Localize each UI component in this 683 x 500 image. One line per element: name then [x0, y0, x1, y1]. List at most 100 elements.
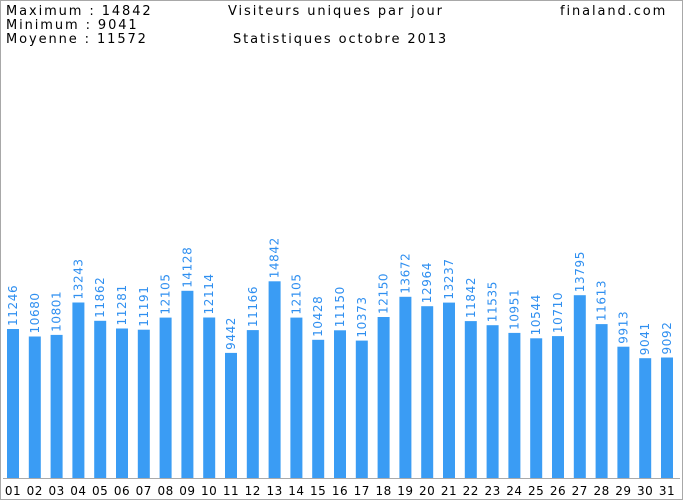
bar-27: [573, 295, 586, 478]
bar-value-label: 9092: [660, 322, 674, 355]
x-tick-label: 13: [266, 484, 282, 498]
x-tick-label: 21: [441, 484, 457, 498]
stat-average: Moyenne : 11572: [6, 32, 148, 47]
bar-03: [50, 334, 63, 478]
x-tick-label: 14: [288, 484, 304, 498]
bar-value-label: 13795: [573, 251, 587, 292]
bar-09: [181, 290, 194, 478]
bar-value-label: 11862: [93, 277, 107, 318]
x-tick-label: 02: [27, 484, 43, 498]
x-tick-label: 05: [92, 484, 108, 498]
bar-15: [312, 339, 325, 478]
bar-value-label: 11281: [115, 284, 129, 325]
bar-19: [399, 296, 412, 478]
x-tick-label: 11: [223, 484, 239, 498]
x-tick-label: 30: [637, 484, 653, 498]
bar-26: [552, 336, 564, 478]
bar-17: [355, 340, 368, 478]
x-tick-label: 12: [245, 484, 261, 498]
bar-value-label: 14842: [268, 237, 282, 278]
bar-value-label: 10544: [529, 294, 543, 335]
bar-value-label: 11246: [6, 285, 20, 326]
stat-maximum-value: 14842: [101, 4, 153, 19]
chart-subtitle: Statistiques octobre 2013: [233, 32, 449, 47]
bar-value-label: 9041: [638, 322, 652, 355]
x-tick-label: 28: [593, 484, 609, 498]
x-tick-label: 24: [506, 484, 522, 498]
x-tick-label: 22: [463, 484, 479, 498]
stat-minimum-label: Minimum: [6, 18, 80, 33]
bar-11: [225, 352, 237, 478]
x-tick-label: 06: [114, 484, 130, 498]
bar-value-label: 11535: [486, 281, 500, 322]
bar-07: [137, 329, 150, 478]
x-tick-label: 18: [375, 484, 391, 498]
bar-05: [94, 320, 107, 478]
x-tick-label: 08: [157, 484, 173, 498]
bar-value-label: 12114: [202, 273, 216, 314]
bar-25: [530, 338, 543, 478]
x-tick-label: 10: [201, 484, 217, 498]
bar-value-label: 11166: [246, 286, 260, 327]
bar-13: [268, 281, 281, 478]
bar-value-label: 11613: [595, 280, 609, 321]
bar-value-label: 10801: [50, 291, 64, 332]
bar-24: [508, 332, 521, 478]
x-tick-label: 29: [615, 484, 631, 498]
bar-06: [116, 328, 128, 478]
bar-value-label: 12150: [377, 273, 391, 314]
x-tick-label: 20: [419, 484, 435, 498]
x-tick-label: 01: [5, 484, 21, 498]
x-tick-label: 26: [550, 484, 566, 498]
bar-21: [443, 302, 455, 478]
bar-value-label: 13672: [398, 253, 412, 294]
bar-20: [421, 306, 434, 478]
stat-minimum: Minimum : 9041: [6, 18, 139, 33]
bar-10: [203, 317, 216, 478]
chart-title: Visiteurs uniques par jour: [228, 4, 444, 19]
x-tick-label: 07: [136, 484, 152, 498]
site-name: finaland.com: [560, 4, 668, 19]
bar-value-label: 10373: [355, 296, 369, 337]
bar-22: [464, 321, 477, 478]
bar-value-label: 9442: [224, 317, 238, 350]
bar-30: [639, 358, 652, 478]
stat-average-label: Moyenne: [6, 32, 79, 47]
bar-value-label: 14128: [180, 247, 194, 288]
x-tick-label: 04: [70, 484, 86, 498]
bar-01: [7, 329, 19, 478]
bar-23: [486, 325, 499, 478]
bar-08: [159, 317, 172, 478]
bar-04: [72, 302, 85, 478]
x-tick-label: 16: [332, 484, 348, 498]
x-tick-label: 17: [354, 484, 370, 498]
bar-14: [290, 317, 303, 478]
bar-value-label: 10680: [28, 292, 42, 333]
stat-average-value: 11572: [97, 32, 148, 47]
bar-02: [28, 336, 41, 478]
x-tick-label: 25: [528, 484, 544, 498]
bar-18: [377, 317, 390, 478]
bar-value-label: 10428: [311, 296, 325, 337]
bar-12: [246, 330, 259, 478]
bar-28: [595, 324, 608, 478]
x-tick-label: 31: [659, 484, 675, 498]
stat-maximum-label: Maximum: [6, 4, 84, 19]
x-tick-label: 23: [484, 484, 500, 498]
x-tick-label: 19: [397, 484, 413, 498]
x-tick-label: 15: [310, 484, 326, 498]
bar-value-label: 13243: [71, 258, 85, 299]
bar-29: [617, 346, 630, 478]
bar-16: [334, 330, 346, 478]
bar-value-label: 12105: [289, 273, 303, 314]
bar-value-label: 13237: [442, 258, 456, 299]
bar-value-label: 12105: [159, 273, 173, 314]
bar-value-label: 10710: [551, 292, 565, 333]
bar-value-label: 11191: [137, 286, 151, 327]
bar-31: [661, 357, 673, 478]
bar-value-label: 10951: [507, 289, 521, 330]
stat-minimum-value: 9041: [97, 18, 139, 33]
x-tick-label: 27: [572, 484, 588, 498]
